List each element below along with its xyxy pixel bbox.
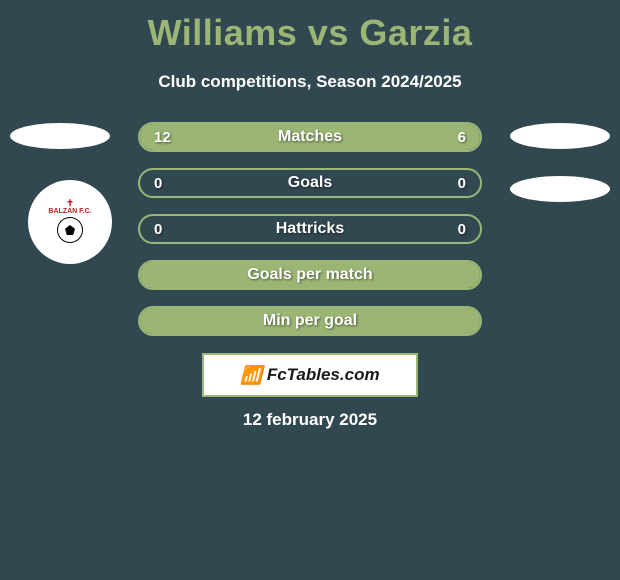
date-label: 12 february 2025: [0, 410, 620, 430]
brand-box[interactable]: 📶 FcTables.com: [202, 353, 418, 397]
stat-row-goals: 0 Goals 0: [138, 168, 482, 198]
player-badge-right-2: [510, 176, 610, 202]
player-badge-left-1: [10, 123, 110, 149]
club-logo: ✝ BALZAN F.C.: [28, 180, 112, 264]
stat-row-min-per-goal: Min per goal: [138, 306, 482, 336]
stats-container: 12 Matches 6 0 Goals 0 0 Hattricks 0 Goa…: [138, 122, 482, 352]
player-badge-right-1: [510, 123, 610, 149]
soccer-ball-icon: [57, 217, 83, 243]
stat-label: Goals per match: [140, 266, 480, 284]
stat-right-value: 0: [458, 175, 466, 192]
stat-label: Min per goal: [140, 312, 480, 330]
stat-label: Hattricks: [140, 220, 480, 238]
stat-row-hattricks: 0 Hattricks 0: [138, 214, 482, 244]
chart-icon: 📶: [240, 365, 262, 386]
stat-row-matches: 12 Matches 6: [138, 122, 482, 152]
stat-row-goals-per-match: Goals per match: [138, 260, 482, 290]
brand-label: FcTables.com: [267, 365, 380, 385]
page-title: Williams vs Garzia: [0, 0, 620, 54]
subtitle: Club competitions, Season 2024/2025: [0, 72, 620, 92]
stat-right-value: 6: [458, 129, 466, 146]
stat-right-value: 0: [458, 221, 466, 238]
stat-label: Matches: [140, 128, 480, 146]
club-logo-text: BALZAN F.C.: [48, 208, 91, 215]
stat-label: Goals: [140, 174, 480, 192]
